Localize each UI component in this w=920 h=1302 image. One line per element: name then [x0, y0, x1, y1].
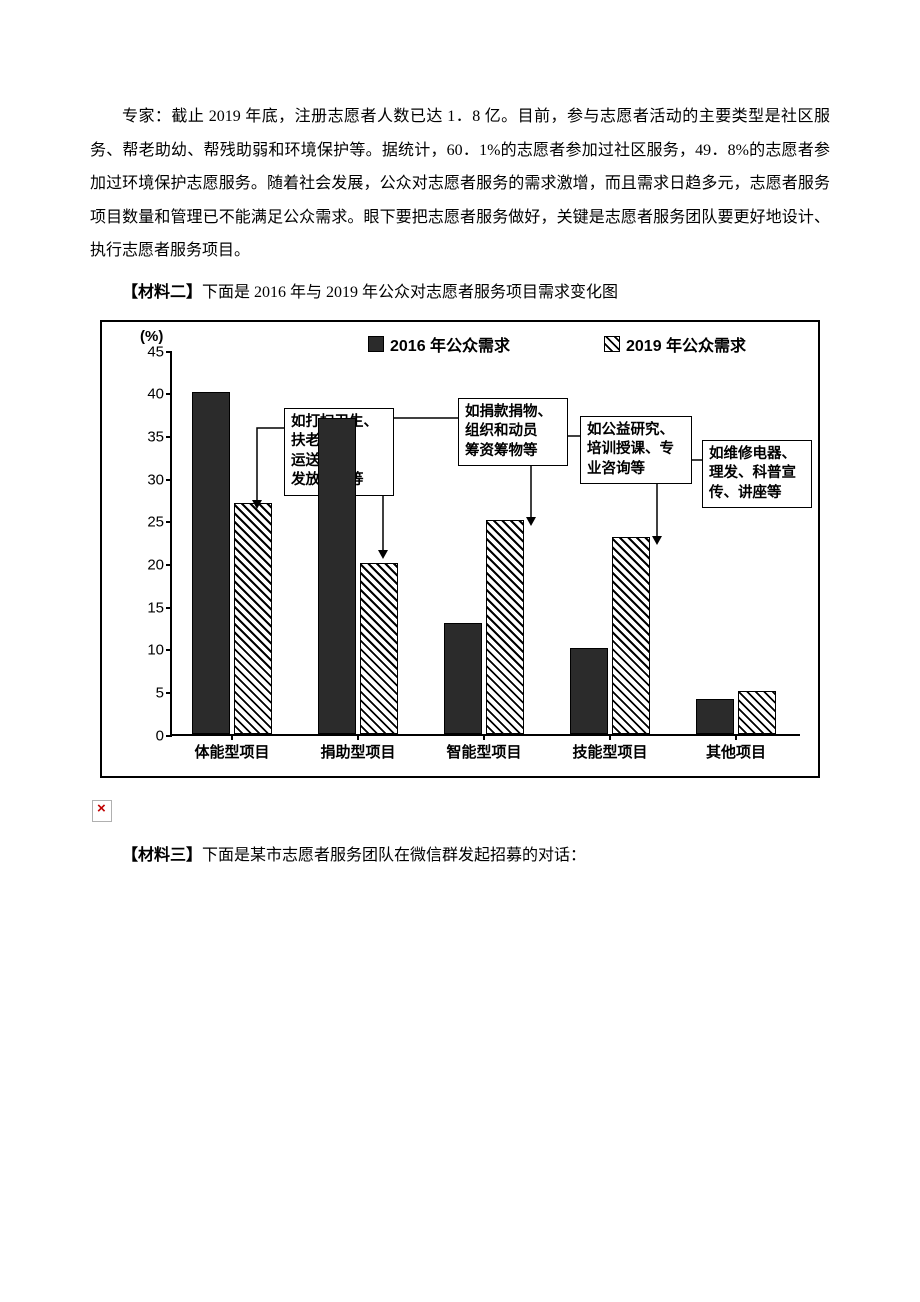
x-tick: [483, 734, 485, 740]
y-tick: [166, 735, 172, 737]
bar-2016: [696, 699, 734, 733]
bar-2016: [444, 623, 482, 734]
broken-image-placeholder: [92, 800, 112, 822]
y-tick-label: 0: [136, 727, 164, 744]
y-tick: [166, 649, 172, 651]
material-2-heading: 【材料二】下面是 2016 年与 2019 年公众对志愿者服务项目需求变化图: [90, 276, 830, 310]
bar-2019: [234, 503, 272, 733]
y-tick-label: 5: [136, 684, 164, 701]
callout-box: 如公益研究、培训授课、专业咨询等: [580, 416, 692, 485]
chart-container: (%) 2016 年公众需求2019 年公众需求 051015202530354…: [100, 320, 820, 778]
y-tick: [166, 607, 172, 609]
callout-line: 筹资筹物等: [465, 442, 561, 462]
bar-2016: [192, 392, 230, 733]
material-2-label: 【材料二】: [122, 284, 202, 301]
y-tick-label: 35: [136, 428, 164, 445]
callout-line: 业咨询等: [587, 460, 685, 480]
y-tick: [166, 692, 172, 694]
category-label: 捐助型项目: [320, 741, 395, 762]
y-tick: [166, 564, 172, 566]
y-tick: [166, 521, 172, 523]
y-tick-label: 45: [136, 343, 164, 360]
bar-2016: [570, 648, 608, 733]
callout-line: 如捐款捐物、: [465, 403, 561, 423]
x-tick: [609, 734, 611, 740]
y-tick-label: 25: [136, 514, 164, 531]
callout-line: 如公益研究、: [587, 421, 685, 441]
y-tick: [166, 351, 172, 353]
y-tick-label: 10: [136, 642, 164, 659]
y-tick: [166, 393, 172, 395]
material-3-text: 下面是某市志愿者服务团队在微信群发起招募的对话：: [202, 847, 586, 864]
chart-plot: 051015202530354045体能型项目如打扫卫生、扶老助幼、运送物资、发…: [170, 352, 800, 736]
callout-line: 传、讲座等: [709, 484, 805, 504]
bar-2019: [360, 563, 398, 734]
material-3-heading: 【材料三】下面是某市志愿者服务团队在微信群发起招募的对话：: [90, 839, 830, 873]
category-label: 技能型项目: [572, 741, 647, 762]
chart-area: (%) 2016 年公众需求2019 年公众需求 051015202530354…: [116, 328, 808, 768]
y-tick-label: 30: [136, 471, 164, 488]
material-2-text: 下面是 2016 年与 2019 年公众对志愿者服务项目需求变化图: [202, 284, 618, 301]
callout-line: 组织和动员: [465, 422, 561, 442]
category-label: 其他项目: [706, 741, 766, 762]
pointer-arrow: [652, 536, 662, 545]
legend-swatch: [368, 336, 384, 352]
callout-box: 如捐款捐物、组织和动员筹资筹物等: [458, 398, 568, 467]
category-label: 智能型项目: [446, 741, 521, 762]
material-3-label: 【材料三】: [122, 847, 202, 864]
y-tick-label: 15: [136, 599, 164, 616]
legend-swatch: [604, 336, 620, 352]
pointer-arrow: [378, 550, 388, 559]
callout-line: 如维修电器、: [709, 445, 805, 465]
category-label: 体能型项目: [194, 741, 269, 762]
x-tick: [357, 734, 359, 740]
pointer-arrow: [252, 500, 262, 509]
expert-paragraph: 专家：截止 2019 年底，注册志愿者人数已达 1．8 亿。目前，参与志愿者活动…: [90, 100, 830, 268]
bar-2019: [612, 537, 650, 733]
bar-2019: [486, 520, 524, 733]
bar-2019: [738, 691, 776, 734]
x-tick: [231, 734, 233, 740]
callout-line: 培训授课、专: [587, 440, 685, 460]
callout-line: 理发、科普宣: [709, 464, 805, 484]
y-tick: [166, 436, 172, 438]
y-tick-label: 40: [136, 386, 164, 403]
callout-box: 如维修电器、理发、科普宣传、讲座等: [702, 440, 812, 509]
pointer-arrow: [526, 517, 536, 526]
x-tick: [735, 734, 737, 740]
bar-2016: [318, 418, 356, 734]
y-tick-label: 20: [136, 556, 164, 573]
y-tick: [166, 479, 172, 481]
y-axis-unit: (%): [140, 328, 163, 345]
